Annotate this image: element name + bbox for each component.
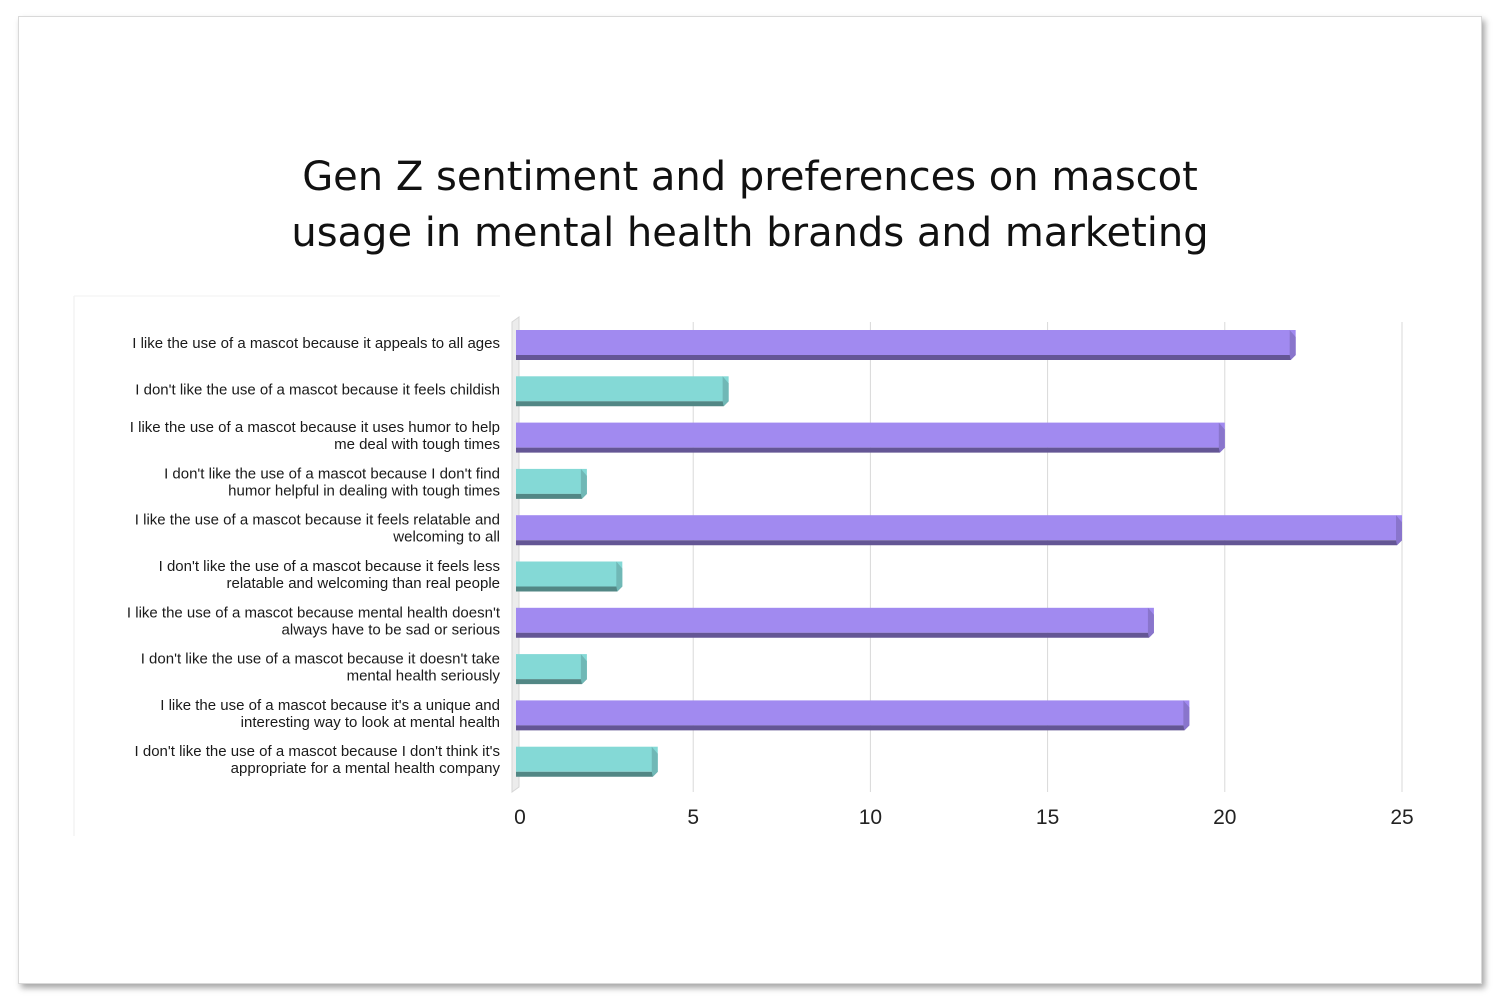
chart-title-line-1: Gen Z sentiment and preferences on masco… <box>302 154 1198 200</box>
bar-end-cap <box>1289 330 1296 360</box>
category-label: I don't like the use of a mascot because… <box>159 558 500 575</box>
bar-end-cap <box>651 746 658 777</box>
category-label: appropriate for a mental health company <box>231 760 501 777</box>
bar <box>516 468 587 494</box>
category-label: me deal with tough times <box>334 436 500 453</box>
bar <box>516 654 587 680</box>
category-label: I don't like the use of a mascot because… <box>164 465 500 482</box>
chart-card: Gen Z sentiment and preferences on masco… <box>18 16 1482 984</box>
x-tick-label: 10 <box>859 806 882 829</box>
bar-end-cap <box>616 561 623 592</box>
category-label: I like the use of a mascot because it us… <box>130 419 500 436</box>
bar-bottom-face <box>516 355 1296 360</box>
category-label: I like the use of a mascot because it fe… <box>135 512 500 529</box>
bar <box>516 607 1154 633</box>
bar <box>516 746 658 772</box>
category-label: I don't like the use of a mascot because… <box>141 651 500 668</box>
category-label: welcoming to all <box>392 529 500 546</box>
category-label: interesting way to look at mental health <box>241 714 500 731</box>
bar-end-cap <box>1183 700 1190 731</box>
bar-end-cap <box>1218 422 1225 453</box>
bar-bottom-face <box>516 586 623 592</box>
bar <box>516 561 623 587</box>
bar-end-cap <box>1147 607 1154 638</box>
chart-title-line-2: usage in mental health brands and market… <box>291 210 1209 256</box>
bar-bottom-face <box>516 401 729 407</box>
category-label: mental health seriously <box>347 668 501 685</box>
x-tick-label: 5 <box>687 806 699 829</box>
category-label: I like the use of a mascot because it ap… <box>132 335 500 352</box>
x-tick-label: 0 <box>514 806 526 829</box>
bar <box>516 376 729 402</box>
category-label: relatable and welcoming than real people <box>226 575 500 592</box>
bar-bottom-face <box>516 493 587 499</box>
chart-title: Gen Z sentiment and preferences on masco… <box>19 149 1481 261</box>
bar-bottom-face <box>516 725 1190 731</box>
bar-bottom-face <box>516 771 658 777</box>
x-tick-label: 20 <box>1213 806 1236 829</box>
bar-end-cap <box>722 376 729 407</box>
x-tick-label: 25 <box>1390 806 1413 829</box>
bar <box>516 700 1190 726</box>
bar <box>516 515 1402 541</box>
bar-bottom-face <box>516 540 1402 546</box>
category-label: I like the use of a mascot because menta… <box>127 604 501 621</box>
bar-end-cap <box>580 654 587 685</box>
bar-end-cap <box>580 468 587 499</box>
x-tick-label: 15 <box>1036 806 1059 829</box>
bar-end-cap <box>1396 515 1402 546</box>
bar <box>516 422 1225 448</box>
category-label: always have to be sad or serious <box>282 621 500 638</box>
category-label: I like the use of a mascot because it's … <box>160 697 500 714</box>
category-label: I don't like the use of a mascot because… <box>135 381 500 398</box>
category-label: humor helpful in dealing with tough time… <box>228 482 500 499</box>
bar-bottom-face <box>516 447 1225 453</box>
bar <box>516 330 1296 355</box>
bar-bottom-face <box>516 632 1154 638</box>
category-label: I don't like the use of a mascot because… <box>135 743 500 760</box>
bar-bottom-face <box>516 679 587 685</box>
